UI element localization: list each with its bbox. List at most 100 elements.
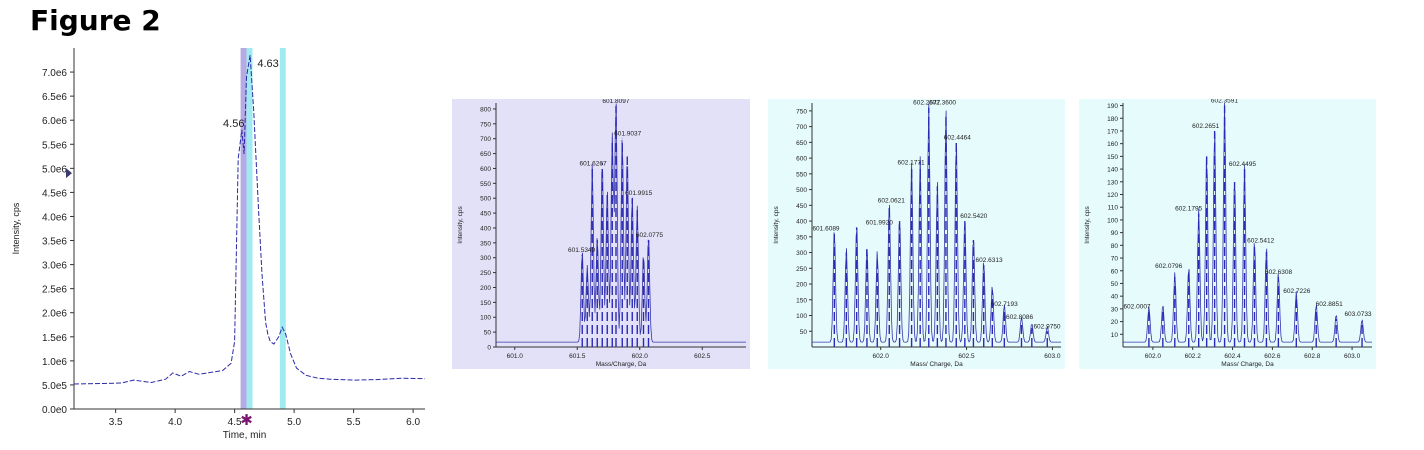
peak-label: 602.8086 (1006, 314, 1033, 321)
y-tick-label: 500 (796, 187, 807, 194)
y-tick-label: 700 (796, 124, 807, 131)
y-tick-label: 350 (480, 240, 491, 247)
y-tick-label: 50 (800, 329, 808, 336)
y-tick-label: 100 (480, 315, 491, 322)
peak-label: 602.5412 (1247, 237, 1274, 244)
y-tick-label: 50 (1111, 281, 1119, 288)
y-tick-label: 700 (480, 136, 491, 143)
y-tick-label: 650 (480, 151, 491, 158)
peak-label: 601.6089 (812, 226, 839, 233)
y-tick-label: 4.5e6 (42, 188, 67, 199)
y-tick-label: 2.0e6 (42, 309, 67, 320)
y-tick-label: 1.0e6 (42, 357, 67, 368)
y-tick-label: 100 (796, 313, 807, 320)
x-tick-label: 6.0 (406, 417, 420, 428)
mass-spectrum-2: 50 100 150 200 250 300 350 400 450 500 550 600 650 70… (768, 99, 1065, 369)
y-tick-label: 90 (1111, 230, 1119, 237)
peak-label: 602.4464 (944, 134, 971, 141)
x-axis-label: Time, min (223, 430, 267, 441)
y-tick-label: 6.5e6 (42, 92, 67, 103)
chromatogram-chart: 0.0e0 5.0e5 1.0e6 1.5e6 2.0e6 2.5e6 3.0e6 3.5e6… (11, 48, 426, 441)
spectrum-trace (496, 103, 746, 343)
y-tick-label: 800 (480, 106, 491, 113)
mass-spectrum-1: 0 50 100 150 200 250 300 350 400 450 500 550 600 650 7… (452, 99, 750, 369)
y-axis-label: Intensity, cps (1084, 206, 1091, 244)
peak-label: 601.9915 (625, 190, 652, 197)
y-tick-label: 600 (480, 166, 491, 173)
peak-label: 602.3600 (929, 100, 956, 107)
peak-label: 602.3591 (1211, 99, 1238, 105)
y-tick-label: 0.0e0 (42, 405, 67, 416)
x-axis-label: Mass/Charge, Da (596, 361, 647, 368)
highlight-band-1 (240, 48, 247, 409)
peak-label: 602.0007 (1123, 303, 1150, 310)
x-tick-label: 603.0 (1344, 353, 1361, 360)
peak-label: 602.6313 (976, 257, 1003, 264)
y-tick-label: 150 (1107, 154, 1118, 161)
x-tick-label: 5.0 (287, 417, 301, 428)
y-tick-label: 750 (796, 108, 807, 115)
y-tick-label: 10 (1111, 332, 1119, 339)
x-tick-label: 602.5 (694, 353, 711, 360)
y-tick-label: 5.0e5 (42, 381, 67, 392)
y-tick-label: 4.0e6 (42, 212, 67, 223)
x-tick-label: 5.5 (347, 417, 361, 428)
peak-label: 602.0775 (636, 232, 663, 239)
x-tick-label: 601.0 (507, 353, 524, 360)
y-tick-label: 400 (480, 225, 491, 232)
spectrum-trace (1123, 102, 1372, 343)
y-tick-label: 500 (480, 196, 491, 203)
y-tick-label: 5.0e6 (42, 164, 67, 175)
y-tick-label: 30 (1111, 306, 1119, 313)
y-tick-label: 80 (1111, 243, 1119, 250)
y-tick-label: 60 (1111, 268, 1119, 275)
x-tick-label: 4.5 (228, 417, 242, 428)
y-tick-label: 200 (480, 285, 491, 292)
y-tick-label: 0 (487, 345, 491, 352)
peak-label: 4.56 (223, 118, 244, 130)
y-tick-label: 5.5e6 (42, 140, 67, 151)
highlight-band-3 (279, 48, 286, 409)
y-tick-label: 250 (480, 270, 491, 277)
y-tick-label: 170 (1107, 128, 1118, 135)
chromatogram-trace (73, 55, 426, 385)
y-tick-label: 190 (1107, 103, 1118, 110)
x-tick-label: 4.0 (168, 417, 182, 428)
x-tick-label: 602.6 (1264, 353, 1281, 360)
y-tick-label: 20 (1111, 319, 1119, 326)
x-tick-label: 602.0 (873, 353, 890, 360)
x-tick-label: 602.0 (632, 353, 649, 360)
y-tick-label: 750 (480, 121, 491, 128)
y-tick-label: 350 (796, 234, 807, 241)
peak-label: 602.1771 (898, 160, 925, 167)
y-tick-label: 120 (1107, 192, 1118, 199)
peak-label: 603.0733 (1344, 311, 1371, 318)
y-tick-label: 2.5e6 (42, 285, 67, 296)
y-tick-label: 300 (480, 255, 491, 262)
peak-label: 602.5420 (960, 213, 987, 220)
y-marker-arrow-icon (66, 168, 72, 179)
peak-label: 601.6267 (580, 160, 607, 167)
asterisk-marker-icon: ✱ (240, 412, 253, 429)
y-tick-label: 180 (1107, 116, 1118, 123)
y-tick-label: 150 (796, 297, 807, 304)
y-tick-label: 250 (796, 266, 807, 273)
y-tick-label: 150 (480, 300, 491, 307)
x-axis-label: Mass/ Charge, Da (1221, 361, 1274, 368)
x-tick-label: 3.5 (109, 417, 123, 428)
x-tick-label: 601.5 (569, 353, 586, 360)
peak-label: 601.8097 (602, 99, 629, 105)
spectrum-trace (812, 103, 1061, 343)
y-tick-label: 140 (1107, 167, 1118, 174)
peak-label: 4.63 (257, 58, 278, 70)
y-tick-label: 70 (1111, 256, 1119, 263)
x-tick-label: 602.5 (958, 353, 975, 360)
y-tick-label: 3.0e6 (42, 261, 67, 272)
y-axis-label: Intensity, cps (11, 202, 21, 254)
figure-title: Figure 2 (30, 4, 161, 37)
y-tick-label: 40 (1111, 294, 1119, 301)
x-tick-label: 602.4 (1224, 353, 1241, 360)
peak-label: 602.6308 (1265, 269, 1292, 276)
y-tick-label: 160 (1107, 141, 1118, 148)
y-tick-label: 450 (796, 203, 807, 210)
